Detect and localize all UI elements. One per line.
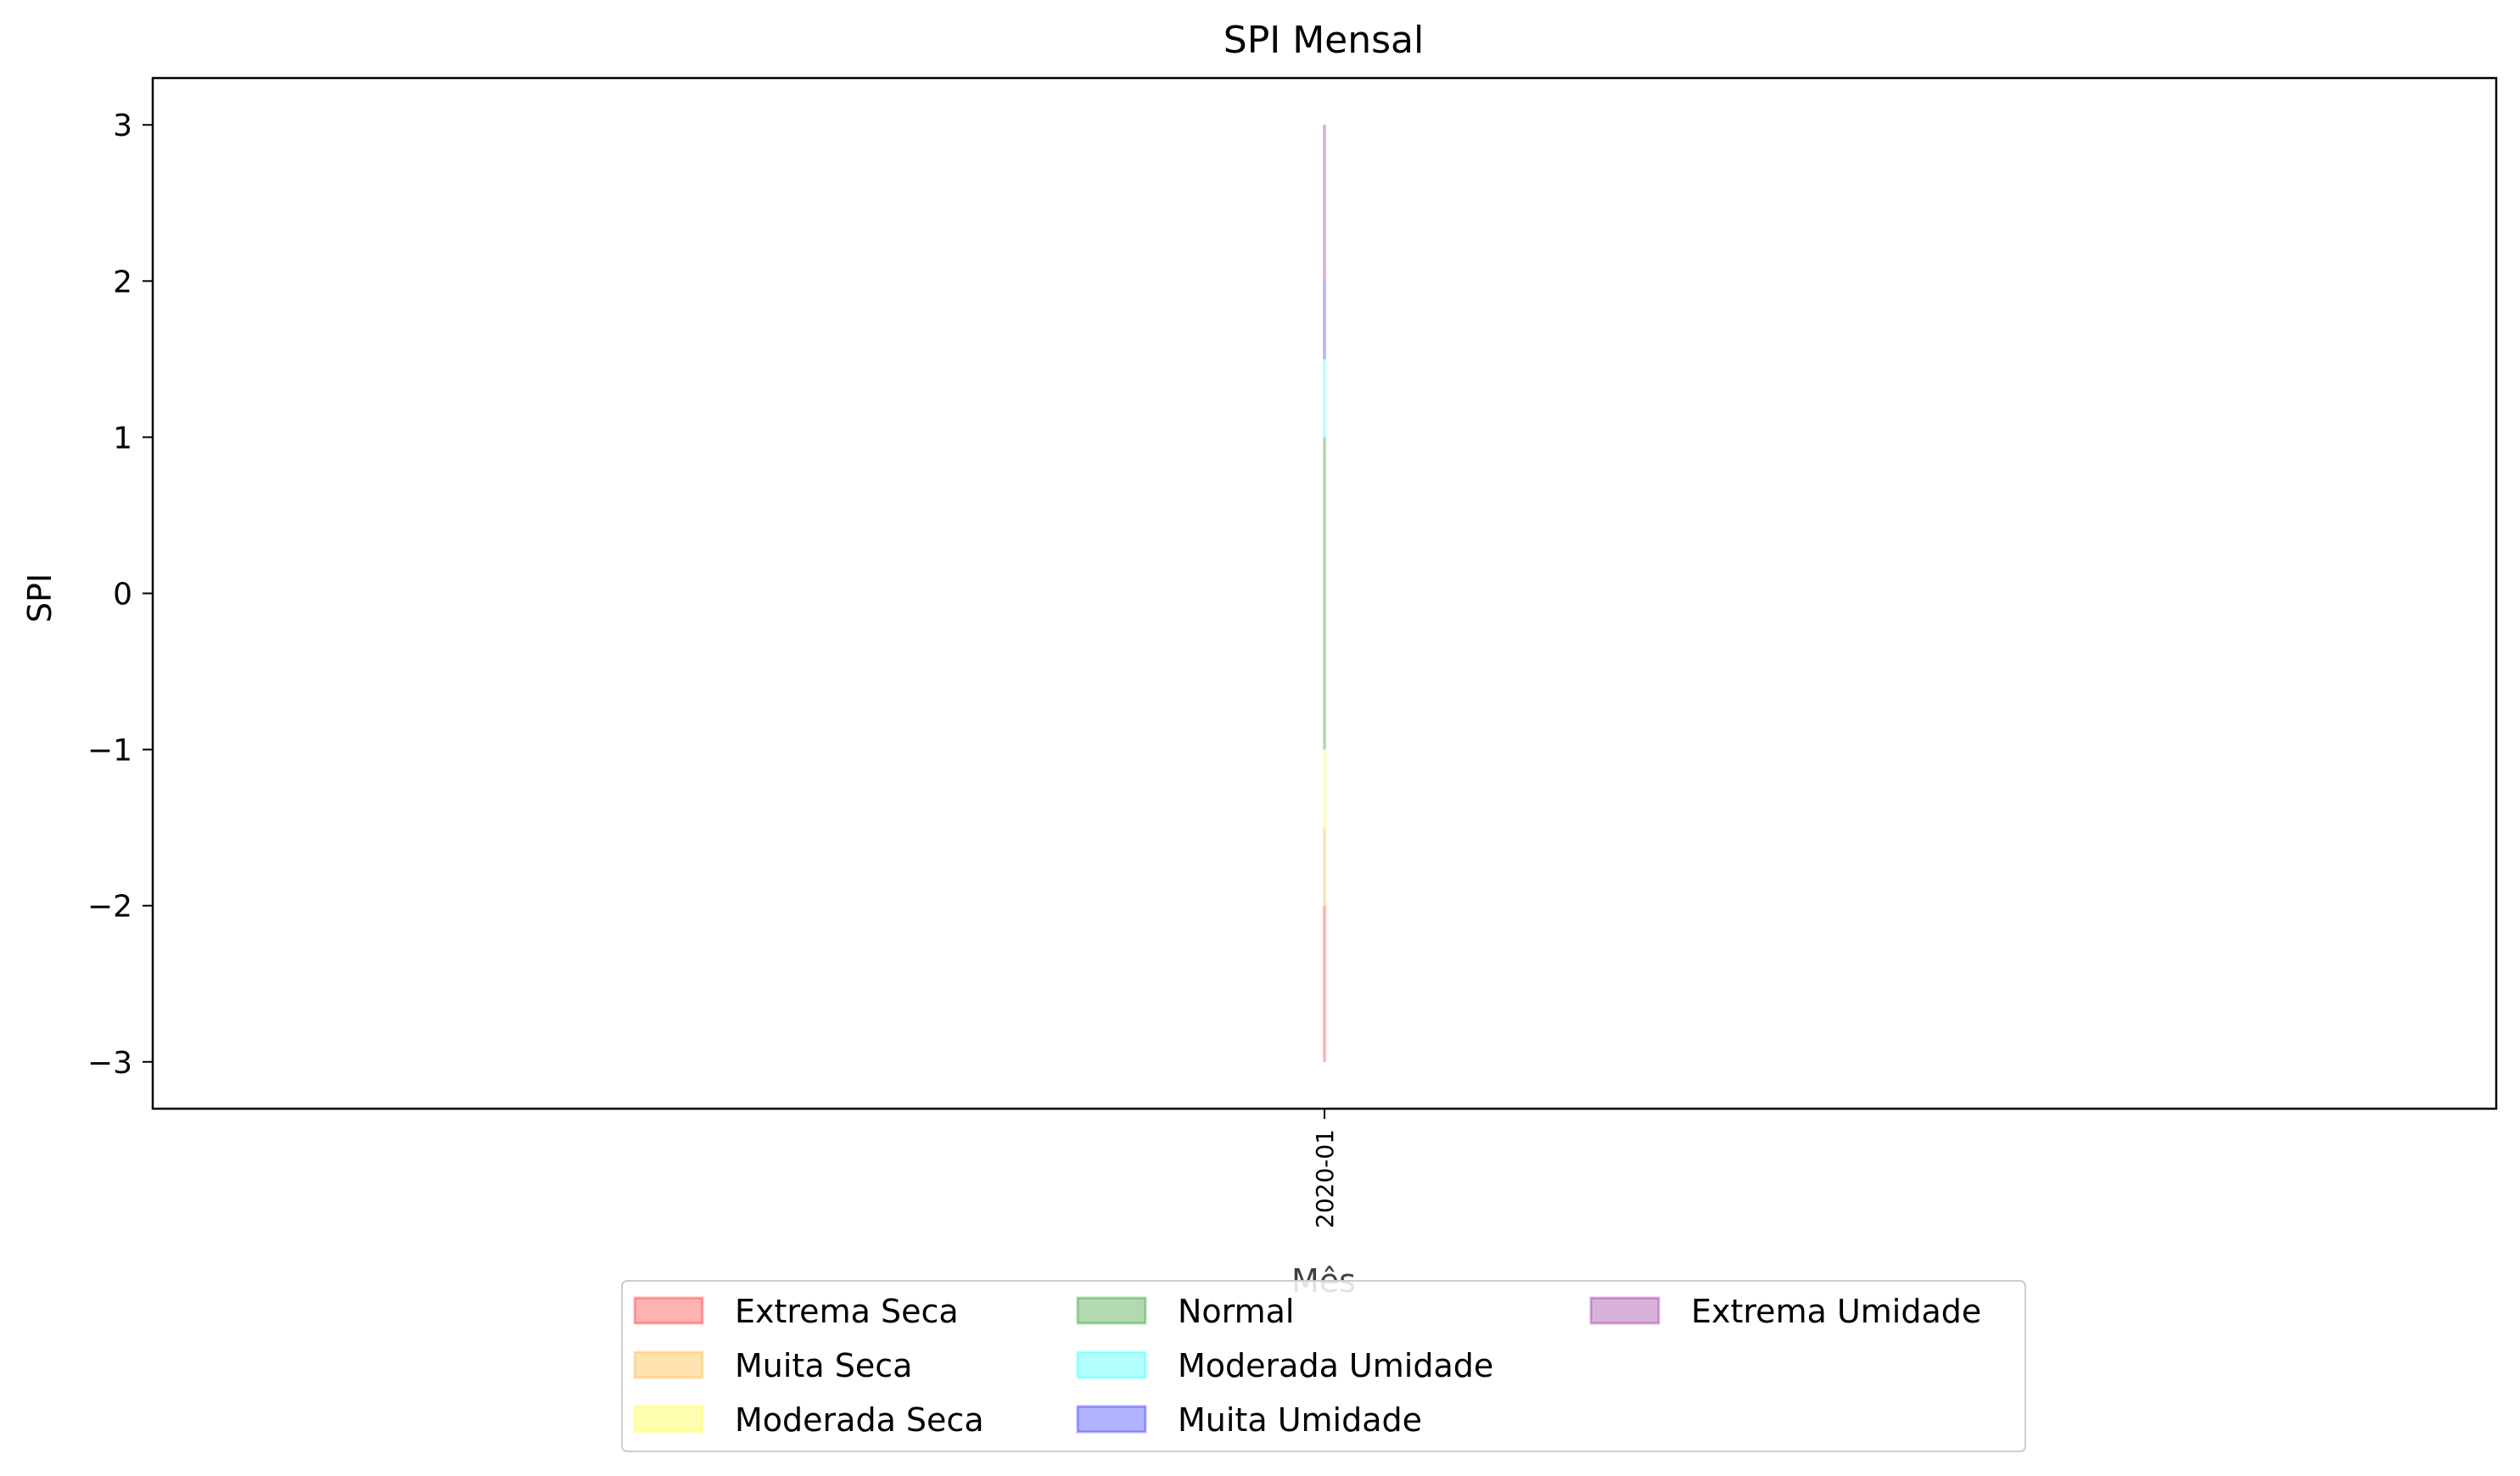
y-tick-label: 3	[113, 109, 132, 143]
band-muita-seca-2020-01	[1323, 827, 1326, 906]
legend-label: Moderada Seca	[735, 1401, 984, 1439]
chart-title: SPI Mensal	[1224, 19, 1424, 62]
band-extrema-seca-2020-01	[1323, 905, 1326, 1062]
band-extrema-umidade-2020-01	[1323, 125, 1326, 282]
legend-item-normal: Normal	[1076, 1293, 1295, 1330]
legend-label: Muita Seca	[735, 1347, 912, 1384]
y-tick-label: −3	[87, 1046, 132, 1081]
legend-item-moderada-umidade: Moderada Umidade	[1076, 1347, 1493, 1384]
legend-item-muita-umidade: Muita Umidade	[1076, 1401, 1422, 1439]
x-tick-label: 2020-01	[1311, 1129, 1339, 1228]
legend-label: Muita Umidade	[1178, 1401, 1422, 1439]
y-tick-label: −1	[87, 734, 132, 769]
legend-swatch	[633, 1296, 704, 1325]
legend-label: Extrema Umidade	[1691, 1293, 1981, 1330]
legend-label: Normal	[1178, 1293, 1295, 1330]
band-moderada-umidade-2020-01	[1323, 359, 1326, 438]
legend-item-extrema-seca: Extrema Seca	[633, 1293, 959, 1330]
legend-swatch	[1076, 1296, 1147, 1325]
band-muita-umidade-2020-01	[1323, 281, 1326, 360]
y-tick-label: −2	[87, 890, 132, 925]
legend-item-extrema-umidade: Extrema Umidade	[1589, 1293, 1981, 1330]
y-axis-label: SPI	[21, 573, 59, 623]
legend-frame	[621, 1280, 2026, 1452]
band-layer	[1323, 125, 1326, 1062]
legend-label: Moderada Umidade	[1178, 1347, 1493, 1384]
band-moderada-seca-2020-01	[1323, 749, 1326, 828]
y-axis-ticks: 3 2 1 0 −1 −2 −3	[87, 109, 153, 1081]
y-tick-label: 0	[113, 578, 132, 612]
legend-swatch	[633, 1350, 704, 1379]
legend-swatch	[1076, 1350, 1147, 1379]
legend: Extrema Seca Muita Seca Moderada Seca Norma…	[621, 1280, 2026, 1452]
legend-item-muita-seca: Muita Seca	[633, 1347, 912, 1384]
x-axis-ticks: 2020-01	[1311, 1109, 1339, 1228]
legend-swatch	[1076, 1405, 1147, 1434]
legend-swatch	[1589, 1296, 1660, 1325]
legend-label: Extrema Seca	[735, 1293, 959, 1330]
legend-item-moderada-seca: Moderada Seca	[633, 1401, 984, 1439]
legend-items: Extrema Seca Muita Seca Moderada Seca Norma…	[633, 1293, 1981, 1439]
y-tick-label: 1	[113, 421, 132, 456]
band-normal-2020-01	[1323, 437, 1326, 750]
legend-swatch	[633, 1405, 704, 1434]
y-tick-label: 2	[113, 265, 132, 299]
